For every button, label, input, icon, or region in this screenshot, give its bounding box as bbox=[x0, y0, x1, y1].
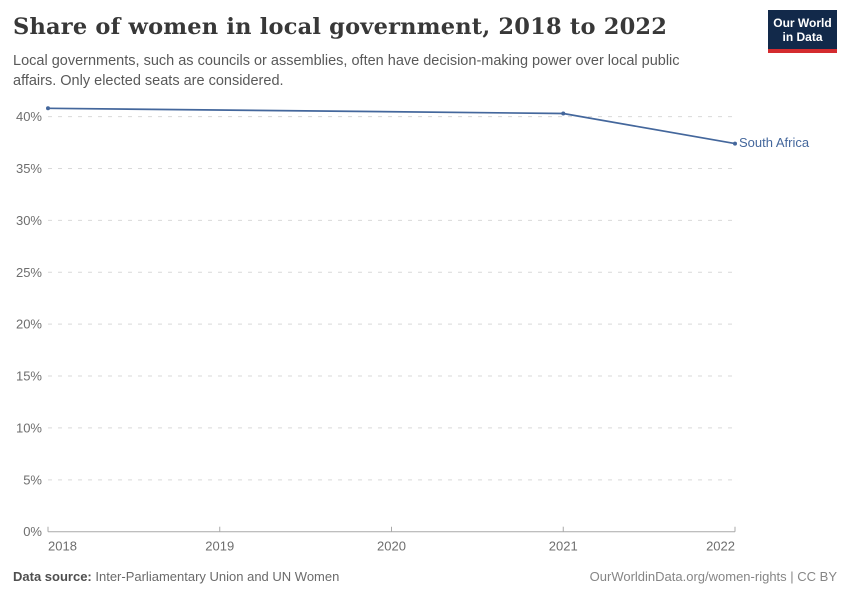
y-tick-label: 20% bbox=[16, 317, 42, 332]
y-tick-label: 40% bbox=[16, 109, 42, 124]
y-tick-label: 0% bbox=[23, 524, 42, 539]
data-source-value: Inter-Parliamentary Union and UN Women bbox=[91, 569, 340, 584]
x-tick-label: 2019 bbox=[205, 539, 234, 554]
x-tick-label: 2020 bbox=[377, 539, 406, 554]
owid-logo: Our World in Data bbox=[768, 10, 837, 53]
x-tick-label: 2022 bbox=[706, 539, 735, 554]
chart-footer: Data source: Inter-Parliamentary Union a… bbox=[13, 569, 837, 584]
x-tick-label: 2018 bbox=[48, 539, 77, 554]
y-tick-label: 15% bbox=[16, 369, 42, 384]
data-source: Data source: Inter-Parliamentary Union a… bbox=[13, 569, 339, 584]
y-tick-label: 5% bbox=[23, 472, 42, 487]
y-tick-label: 10% bbox=[16, 420, 42, 435]
page-subtitle: Local governments, such as councils or a… bbox=[13, 53, 680, 89]
data-point-marker bbox=[561, 111, 566, 116]
y-tick-label: 30% bbox=[16, 213, 42, 228]
owid-logo-line1: Our World bbox=[773, 16, 832, 30]
owid-logo-line2: in Data bbox=[782, 30, 823, 44]
data-point-marker bbox=[733, 141, 737, 146]
data-source-label: Data source: bbox=[13, 569, 92, 584]
x-tick-label: 2021 bbox=[549, 539, 578, 554]
entity-label-south-africa[interactable]: South Africa bbox=[739, 135, 810, 150]
y-tick-label: 25% bbox=[16, 265, 42, 280]
page-title: Share of women in local government, 2018… bbox=[13, 14, 668, 40]
data-point-marker bbox=[46, 106, 50, 111]
footer-link[interactable]: OurWorldinData.org/women-rights | CC BY bbox=[589, 569, 837, 584]
y-tick-label: 35% bbox=[16, 161, 42, 176]
data-line-south-africa bbox=[47, 107, 736, 145]
